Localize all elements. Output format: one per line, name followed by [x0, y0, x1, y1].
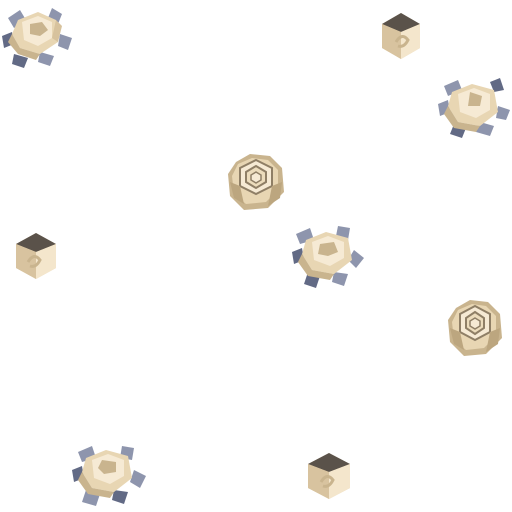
small-hex-rock-3[interactable]	[306, 452, 352, 500]
ringed-rock-1[interactable]	[226, 152, 286, 212]
small-hex-rock-1[interactable]	[380, 12, 422, 60]
shattered-rock-4[interactable]	[70, 442, 148, 508]
shattered-rock-3[interactable]	[290, 222, 366, 290]
small-hex-rock-2[interactable]	[14, 232, 58, 280]
ringed-rock-2[interactable]	[446, 298, 504, 358]
shattered-rock-1[interactable]	[0, 4, 74, 70]
shattered-rock-2[interactable]	[436, 76, 512, 142]
